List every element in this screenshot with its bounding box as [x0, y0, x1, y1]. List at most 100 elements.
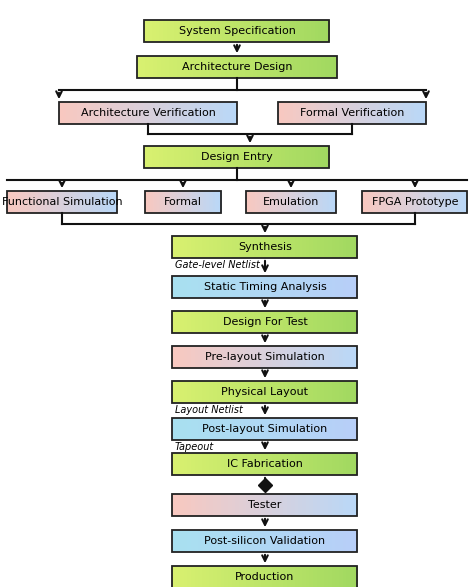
Bar — [213, 346, 218, 368]
Bar — [192, 20, 197, 42]
Bar — [22, 191, 25, 213]
Bar — [248, 20, 252, 42]
Text: Gate-level Netlist: Gate-level Netlist — [175, 260, 260, 270]
Bar — [215, 191, 217, 213]
Bar — [273, 346, 277, 368]
Bar — [324, 530, 328, 552]
Bar — [320, 566, 325, 587]
Bar — [217, 418, 221, 440]
Bar — [217, 236, 221, 258]
Bar — [194, 102, 198, 124]
Bar — [73, 191, 76, 213]
Bar — [134, 102, 138, 124]
Bar — [246, 494, 251, 516]
Bar — [206, 346, 210, 368]
Bar — [199, 566, 202, 587]
Bar — [313, 566, 317, 587]
Bar — [317, 276, 321, 298]
Bar — [292, 146, 297, 168]
Bar — [73, 102, 77, 124]
Bar — [269, 530, 273, 552]
Bar — [145, 191, 147, 213]
Bar — [265, 236, 269, 258]
Bar — [343, 453, 347, 475]
Bar — [187, 566, 191, 587]
Bar — [273, 530, 277, 552]
Bar — [157, 191, 159, 213]
Bar — [173, 102, 177, 124]
Bar — [176, 311, 181, 333]
Bar — [217, 311, 221, 333]
Bar — [155, 102, 159, 124]
Bar — [95, 102, 99, 124]
Bar — [219, 20, 223, 42]
Bar — [210, 191, 212, 213]
Text: Formal Verification: Formal Verification — [300, 108, 404, 118]
Bar — [276, 236, 280, 258]
Bar — [343, 236, 347, 258]
Bar — [295, 191, 297, 213]
Bar — [160, 191, 162, 213]
Bar — [254, 236, 258, 258]
Bar — [393, 102, 397, 124]
Bar — [206, 236, 210, 258]
Bar — [421, 191, 424, 213]
Bar — [224, 418, 228, 440]
Bar — [202, 311, 206, 333]
Bar — [423, 102, 427, 124]
Bar — [187, 236, 191, 258]
Bar — [343, 494, 347, 516]
Bar — [219, 146, 223, 168]
Bar — [38, 191, 40, 213]
Bar — [145, 146, 149, 168]
Bar — [455, 191, 457, 213]
Bar — [335, 276, 339, 298]
Bar — [167, 146, 171, 168]
Bar — [206, 418, 210, 440]
Bar — [325, 102, 329, 124]
Bar — [248, 146, 252, 168]
Bar — [317, 494, 321, 516]
Bar — [287, 276, 292, 298]
Bar — [97, 191, 100, 213]
Bar — [281, 102, 284, 124]
Bar — [276, 566, 280, 587]
Bar — [202, 236, 206, 258]
Bar — [191, 566, 195, 587]
Bar — [69, 191, 71, 213]
Bar — [287, 191, 290, 213]
Bar — [148, 102, 152, 124]
Bar — [317, 418, 321, 440]
Bar — [173, 566, 357, 587]
Bar — [306, 494, 310, 516]
Bar — [398, 191, 401, 213]
Bar — [187, 494, 191, 516]
Bar — [283, 566, 288, 587]
Text: Production: Production — [235, 572, 295, 582]
Bar — [314, 191, 317, 213]
Bar — [243, 311, 247, 333]
Bar — [298, 191, 301, 213]
Bar — [270, 146, 274, 168]
Bar — [196, 146, 201, 168]
Bar — [315, 20, 319, 42]
Bar — [333, 56, 337, 78]
Bar — [283, 453, 288, 475]
Bar — [184, 191, 187, 213]
Bar — [295, 381, 299, 403]
Bar — [217, 346, 221, 368]
Bar — [206, 276, 210, 298]
Bar — [228, 276, 232, 298]
Bar — [407, 191, 409, 213]
Bar — [283, 236, 288, 258]
Bar — [282, 146, 286, 168]
Bar — [183, 494, 188, 516]
Bar — [239, 346, 243, 368]
Bar — [269, 494, 273, 516]
Bar — [326, 20, 330, 42]
Bar — [298, 453, 302, 475]
Bar — [182, 146, 186, 168]
Bar — [246, 381, 251, 403]
Bar — [175, 191, 177, 213]
Bar — [287, 381, 292, 403]
